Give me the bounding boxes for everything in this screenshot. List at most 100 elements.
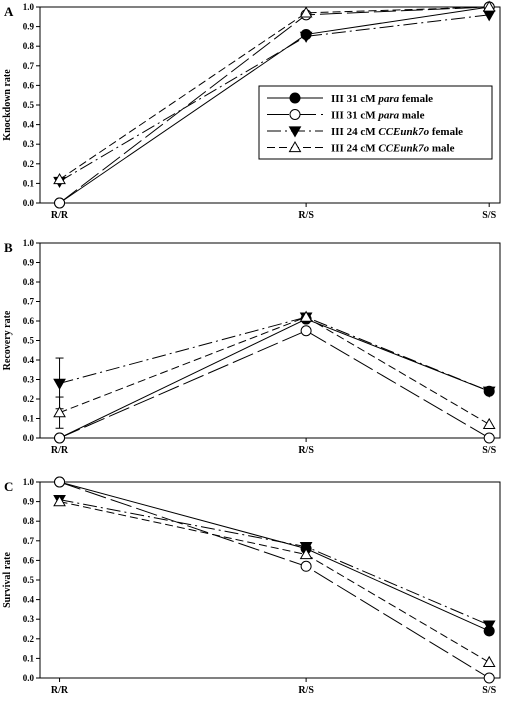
- legend-label: III 31 cM para male: [331, 110, 425, 122]
- series-line-3: [59, 14, 490, 182]
- y-tick-label: 0.3: [23, 375, 35, 385]
- series-line-2: [59, 330, 490, 439]
- y-tick-label: 1.0: [23, 2, 35, 12]
- y-tick-label: 0.9: [23, 497, 35, 507]
- data-point-s2: [54, 432, 66, 444]
- data-point-s2: [483, 432, 495, 444]
- panel-letter: B: [4, 240, 13, 255]
- panel-letter: C: [4, 479, 13, 494]
- panel-a: A 0.0 0.1 0.2 0.3 0.4 0.5 0.6 0.7 0.8 0.9 1.0 Knockd…: [2, 0, 501, 221]
- y-tick-label: 0.3: [23, 614, 35, 624]
- y-tick-label: 0.1: [23, 653, 35, 663]
- data-point-s4: [482, 0, 496, 12]
- y-tick-label: 0.7: [23, 61, 35, 71]
- data-point-s4: [482, 417, 496, 429]
- panel-letter: A: [4, 4, 14, 19]
- legend-label: III 24 cM CCEunk7o male: [331, 143, 455, 155]
- data-point-s2: [483, 672, 495, 684]
- y-tick-label: 0.0: [23, 198, 35, 208]
- panel-b: B 0.0 0.1 0.2 0.3 0.4 0.5 0.6 0.7 0.8 0.9 1.0 Recove…: [2, 238, 501, 456]
- y-tick-label: 1.0: [23, 477, 35, 487]
- y-tick-label: 0.2: [23, 634, 35, 644]
- x-tick-label: R/S: [298, 210, 314, 221]
- data-point-s4: [299, 6, 313, 18]
- legend-label-suffix: female: [399, 93, 433, 105]
- y-tick-label: 0.3: [23, 139, 35, 149]
- data-point-s2: [54, 476, 66, 488]
- panel-c: C 0.0 0.1 0.2 0.3 0.4 0.5 0.6 0.7 0.8 0.9 1.0 Surviv…: [2, 476, 501, 696]
- legend-label-suffix: female: [429, 126, 463, 138]
- legend-label: III 24 cM CCEunk7o female: [331, 126, 463, 138]
- series-line-2: [59, 481, 490, 679]
- data-point-s4: [53, 172, 66, 185]
- series-line-4: [59, 316, 490, 425]
- y-tick-label: 0.9: [23, 258, 35, 268]
- legend-label-prefix: III 31 cM: [331, 110, 378, 122]
- data-point-s4: [482, 655, 496, 667]
- data-point-s3: [299, 542, 313, 554]
- y-tick-label: 0.6: [23, 316, 35, 326]
- y-tick-label: 0.5: [23, 100, 35, 110]
- series-line-4: [59, 6, 490, 180]
- legend-label-italic: para: [377, 93, 399, 105]
- data-point-s4: [299, 310, 313, 322]
- data-point-s3: [482, 386, 496, 398]
- legend-label-italic: CCEunk7o: [378, 126, 429, 138]
- y-tick-label: 0.9: [23, 22, 35, 32]
- y-tick-label: 0.8: [23, 277, 35, 287]
- legend-label-prefix: III 24 cM: [331, 143, 378, 155]
- y-axis-title: Survival rate: [2, 552, 13, 608]
- legend-label: III 31 cM para female: [331, 93, 433, 105]
- y-tick-label: 0.4: [23, 355, 35, 365]
- plot-frame: [39, 481, 501, 679]
- series-line-1: [59, 318, 490, 439]
- y-tick-label: 0.1: [23, 414, 35, 424]
- data-point-s2: [300, 560, 312, 572]
- x-tick-label: R/S: [298, 445, 314, 456]
- y-axis-title: Recovery rate: [2, 310, 13, 370]
- y-axis-title: Knockdown rate: [2, 69, 13, 141]
- x-tick-label: S/S: [482, 685, 496, 696]
- y-tick-label: 1.0: [23, 238, 35, 248]
- data-point-s4: [53, 495, 66, 507]
- data-point-s3: [482, 620, 496, 632]
- data-point-s3: [299, 31, 313, 43]
- x-tick-label: S/S: [482, 445, 496, 456]
- legend-label-italic: para: [377, 110, 399, 122]
- y-tick-label: 0.6: [23, 555, 35, 565]
- y-tick-label: 0.4: [23, 595, 35, 605]
- legend-marker: [289, 92, 301, 104]
- series-line-3: [59, 499, 490, 626]
- data-point-s2: [54, 197, 66, 209]
- y-tick-label: 0.8: [23, 516, 35, 526]
- legend-marker: [289, 109, 301, 120]
- x-tick-label: R/S: [298, 685, 314, 696]
- y-tick-label: 0.7: [23, 297, 35, 307]
- x-tick-label: R/R: [51, 445, 69, 456]
- y-tick-label: 0.6: [23, 80, 35, 90]
- legend-label-prefix: III 31 cM: [331, 93, 378, 105]
- x-tick-label: R/R: [51, 685, 69, 696]
- y-tick-label: 0.4: [23, 120, 35, 130]
- plot-frame: [39, 242, 501, 439]
- y-tick-label: 0.5: [23, 336, 35, 346]
- data-point-s4: [299, 548, 313, 560]
- legend-label-prefix: III 24 cM: [331, 126, 378, 138]
- series-line-3: [59, 316, 490, 392]
- legend-label-suffix: male: [399, 110, 424, 122]
- data-point-s2: [300, 325, 312, 337]
- y-tick-label: 0.8: [23, 41, 35, 51]
- data-point-s3: [53, 378, 66, 390]
- x-tick-label: R/R: [51, 210, 69, 221]
- data-point-s4: [53, 406, 66, 418]
- legend-label-suffix: male: [429, 143, 454, 155]
- x-tick-label: S/S: [482, 210, 496, 221]
- y-tick-label: 0.0: [23, 433, 35, 443]
- legend-label-italic: CCEunk7o: [378, 143, 429, 155]
- legend-marker: [288, 140, 302, 153]
- y-tick-label: 0.0: [23, 673, 35, 683]
- y-tick-label: 0.2: [23, 159, 35, 169]
